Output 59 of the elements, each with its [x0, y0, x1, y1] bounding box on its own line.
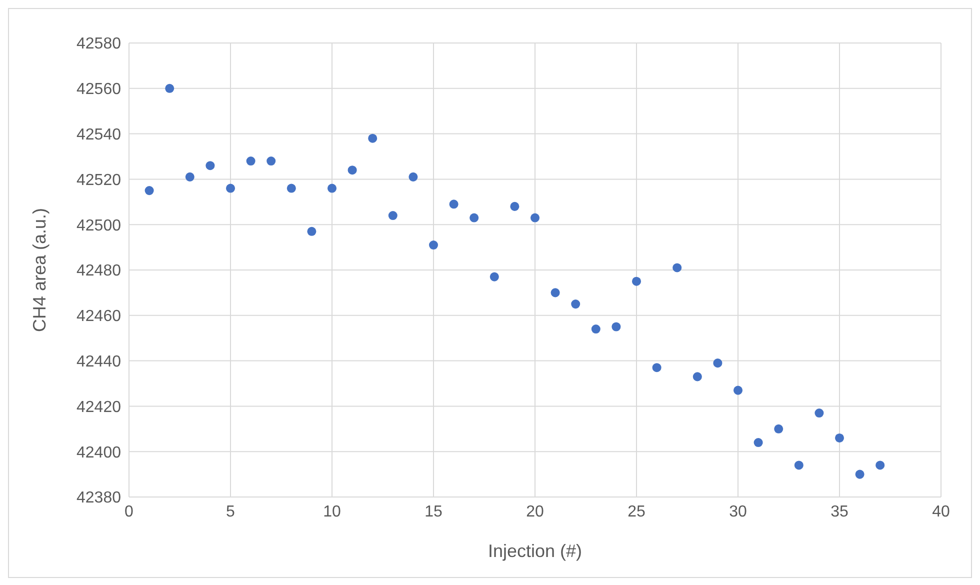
x-tick-label: 20	[526, 503, 544, 520]
point	[692, 372, 702, 382]
point	[672, 263, 682, 272]
point	[774, 424, 784, 434]
y-tick-label: 42420	[76, 398, 122, 416]
x-tick-label: 15	[424, 503, 442, 520]
point	[754, 438, 763, 448]
y-tick-label: 42560	[76, 81, 122, 98]
point	[632, 276, 642, 286]
point	[571, 300, 580, 309]
point	[388, 211, 398, 220]
x-tick-label: 35	[830, 503, 848, 520]
point	[327, 184, 337, 193]
point	[428, 240, 438, 250]
y-axis-title: CH4 area (a.u.)	[29, 208, 50, 332]
point	[591, 324, 600, 334]
point	[286, 184, 296, 193]
y-tick-label: 42520	[76, 172, 122, 189]
y-tick-label: 42400	[76, 444, 122, 462]
point	[510, 202, 520, 211]
y-tick-label: 42460	[76, 308, 122, 326]
x-tick-label: 25	[628, 503, 646, 520]
point	[855, 470, 864, 479]
point	[266, 156, 276, 166]
point	[408, 172, 418, 182]
y-tick-label: 42540	[76, 126, 122, 144]
point	[550, 288, 560, 298]
point	[652, 363, 662, 372]
point	[876, 460, 885, 470]
x-axis-title: Injection (#)	[488, 541, 582, 561]
point	[612, 322, 621, 332]
point	[814, 408, 824, 418]
x-tick-label: 40	[932, 503, 950, 520]
point	[490, 272, 499, 282]
x-tick-label: 5	[226, 503, 236, 520]
point	[713, 358, 722, 368]
y-tick-label: 42380	[76, 490, 122, 507]
point	[307, 226, 316, 236]
point	[794, 460, 804, 470]
y-tick-label: 42440	[76, 353, 122, 370]
point	[834, 433, 844, 442]
point	[165, 84, 174, 93]
point	[530, 213, 540, 222]
point	[226, 184, 236, 193]
point	[733, 386, 743, 395]
x-tick-label: 30	[729, 503, 747, 520]
point	[368, 134, 378, 143]
point	[185, 172, 194, 182]
y-tick-label: 42480	[76, 262, 122, 280]
x-tick-label: 0	[124, 503, 134, 520]
y-tick-label: 42580	[76, 36, 122, 53]
point	[449, 200, 458, 209]
point	[470, 213, 479, 222]
point	[144, 186, 154, 196]
point	[206, 161, 215, 170]
x-tick-label: 10	[323, 503, 341, 520]
point	[246, 156, 256, 166]
y-tick-label: 42500	[76, 217, 122, 234]
point	[348, 166, 357, 175]
